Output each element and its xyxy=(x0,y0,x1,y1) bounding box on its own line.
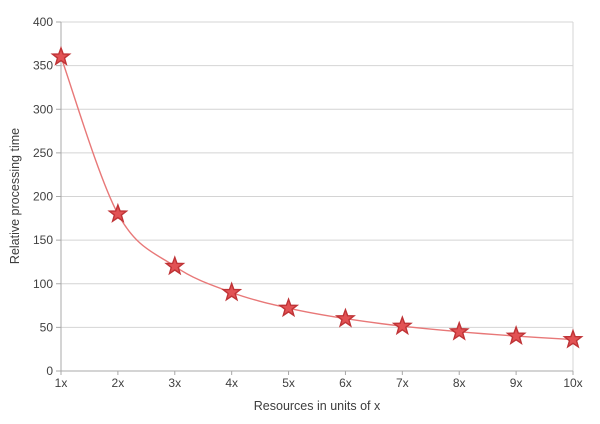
y-tick-label: 100 xyxy=(33,277,53,291)
data-series-layer xyxy=(50,45,584,349)
series-line xyxy=(60,56,574,341)
y-tick-label: 50 xyxy=(40,320,54,334)
y-tick-label: 200 xyxy=(33,190,53,204)
axes-layer xyxy=(56,21,574,375)
gridlines-layer xyxy=(61,21,574,371)
y-tick-label: 0 xyxy=(46,364,53,378)
data-point-star-marker xyxy=(334,307,356,328)
x-tick-label: 8x xyxy=(453,376,466,390)
x-tick-label: 5x xyxy=(282,376,295,390)
x-tick-label: 1x xyxy=(55,376,68,390)
x-tick-label: 9x xyxy=(510,376,523,390)
x-tick-label: 10x xyxy=(563,376,582,390)
data-point-star-marker xyxy=(107,202,129,223)
y-axis-title: Relative processing time xyxy=(8,128,22,264)
data-point-star-marker xyxy=(391,315,413,336)
data-point-star-marker xyxy=(505,325,527,346)
data-point-star-marker xyxy=(448,320,470,341)
data-point-star-marker xyxy=(562,328,584,349)
data-point-star-marker xyxy=(221,281,243,302)
x-tick-label: 7x xyxy=(396,376,409,390)
data-point-star-marker xyxy=(278,297,300,318)
x-tick-label: 6x xyxy=(339,376,352,390)
tick-labels-layer: 0 50 100 150 200 250 300 350 400 1x 2x 3x 4x 5x 6x 7x 8x… xyxy=(33,15,583,390)
y-tick-label: 300 xyxy=(33,102,53,116)
x-tick-label: 2x xyxy=(112,376,125,390)
y-tick-label: 150 xyxy=(33,233,53,247)
data-point-star-marker xyxy=(50,45,72,66)
y-tick-label: 350 xyxy=(33,59,53,73)
data-point-star-marker xyxy=(164,255,186,276)
y-tick-label: 250 xyxy=(33,146,53,160)
x-axis-title: Resources in units of x xyxy=(254,399,381,413)
y-tick-label: 400 xyxy=(33,15,53,29)
x-tick-label: 3x xyxy=(168,376,181,390)
x-tick-label: 4x xyxy=(225,376,238,390)
